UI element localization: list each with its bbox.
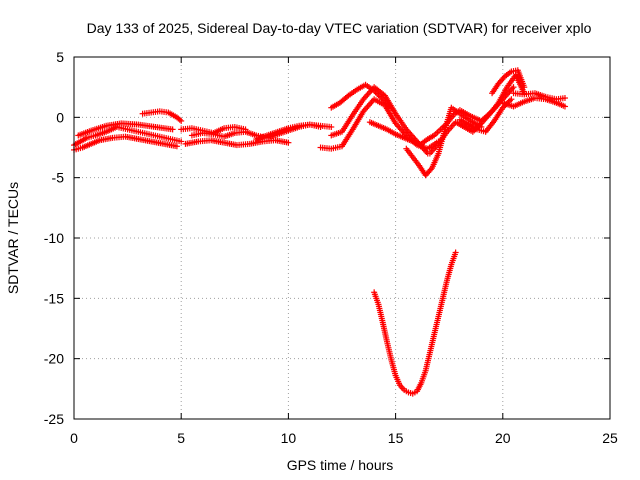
series-arc-6 [182, 137, 292, 149]
data-point [169, 126, 176, 133]
y-tick-label: -5 [52, 170, 65, 186]
series-arc-17 [489, 67, 528, 97]
data-point [561, 95, 568, 102]
x-tick-label: 20 [495, 430, 511, 446]
data-point [285, 139, 292, 146]
plot-frame [73, 56, 611, 420]
data-point [452, 249, 459, 256]
series-arc-8 [253, 121, 335, 143]
x-tick-label: 0 [70, 430, 78, 446]
y-tick-label: -10 [44, 230, 64, 246]
data-point [328, 123, 335, 130]
series-arc-18 [499, 95, 568, 110]
y-tick-label: 5 [56, 49, 64, 65]
data-points [71, 67, 568, 397]
series-arc-19 [510, 90, 568, 103]
data-point [510, 84, 517, 91]
axis-ticks: 0 5 10 15 20 25 5 0 -5 -10 -15 -20 -25 [44, 49, 618, 446]
data-point [178, 117, 185, 124]
y-axis-label: SDTVAR / TECUs [5, 182, 21, 294]
y-tick-label: -15 [44, 290, 64, 306]
series-arc-3 [75, 120, 176, 139]
y-tick-label: -25 [44, 411, 64, 427]
y-tick-label: 0 [56, 109, 64, 125]
data-point [561, 103, 568, 110]
data-point [173, 143, 180, 150]
data-point [508, 96, 515, 103]
series-arc-11 [328, 81, 395, 111]
series-arc-7 [178, 123, 249, 137]
x-axis-label: GPS time / hours [287, 457, 394, 473]
series-arc-15 [426, 72, 528, 157]
x-tick-label: 10 [281, 430, 297, 446]
series-arc-2 [71, 133, 180, 153]
x-tick-label: 25 [602, 430, 618, 446]
series-arc-12 [366, 119, 425, 149]
data-point [521, 84, 528, 91]
data-point [242, 126, 249, 133]
y-tick-label: -20 [44, 351, 64, 367]
series-arc-4 [139, 108, 185, 124]
x-tick-label: 15 [388, 430, 404, 446]
grid-lines [74, 57, 610, 419]
data-point [388, 104, 395, 111]
series-arc-20 [371, 249, 459, 397]
x-tick-label: 5 [177, 430, 185, 446]
chart-title: Day 133 of 2025, Sidereal Day-to-day VTE… [87, 20, 592, 36]
data-point [178, 138, 185, 145]
series-arc-1 [71, 123, 185, 149]
